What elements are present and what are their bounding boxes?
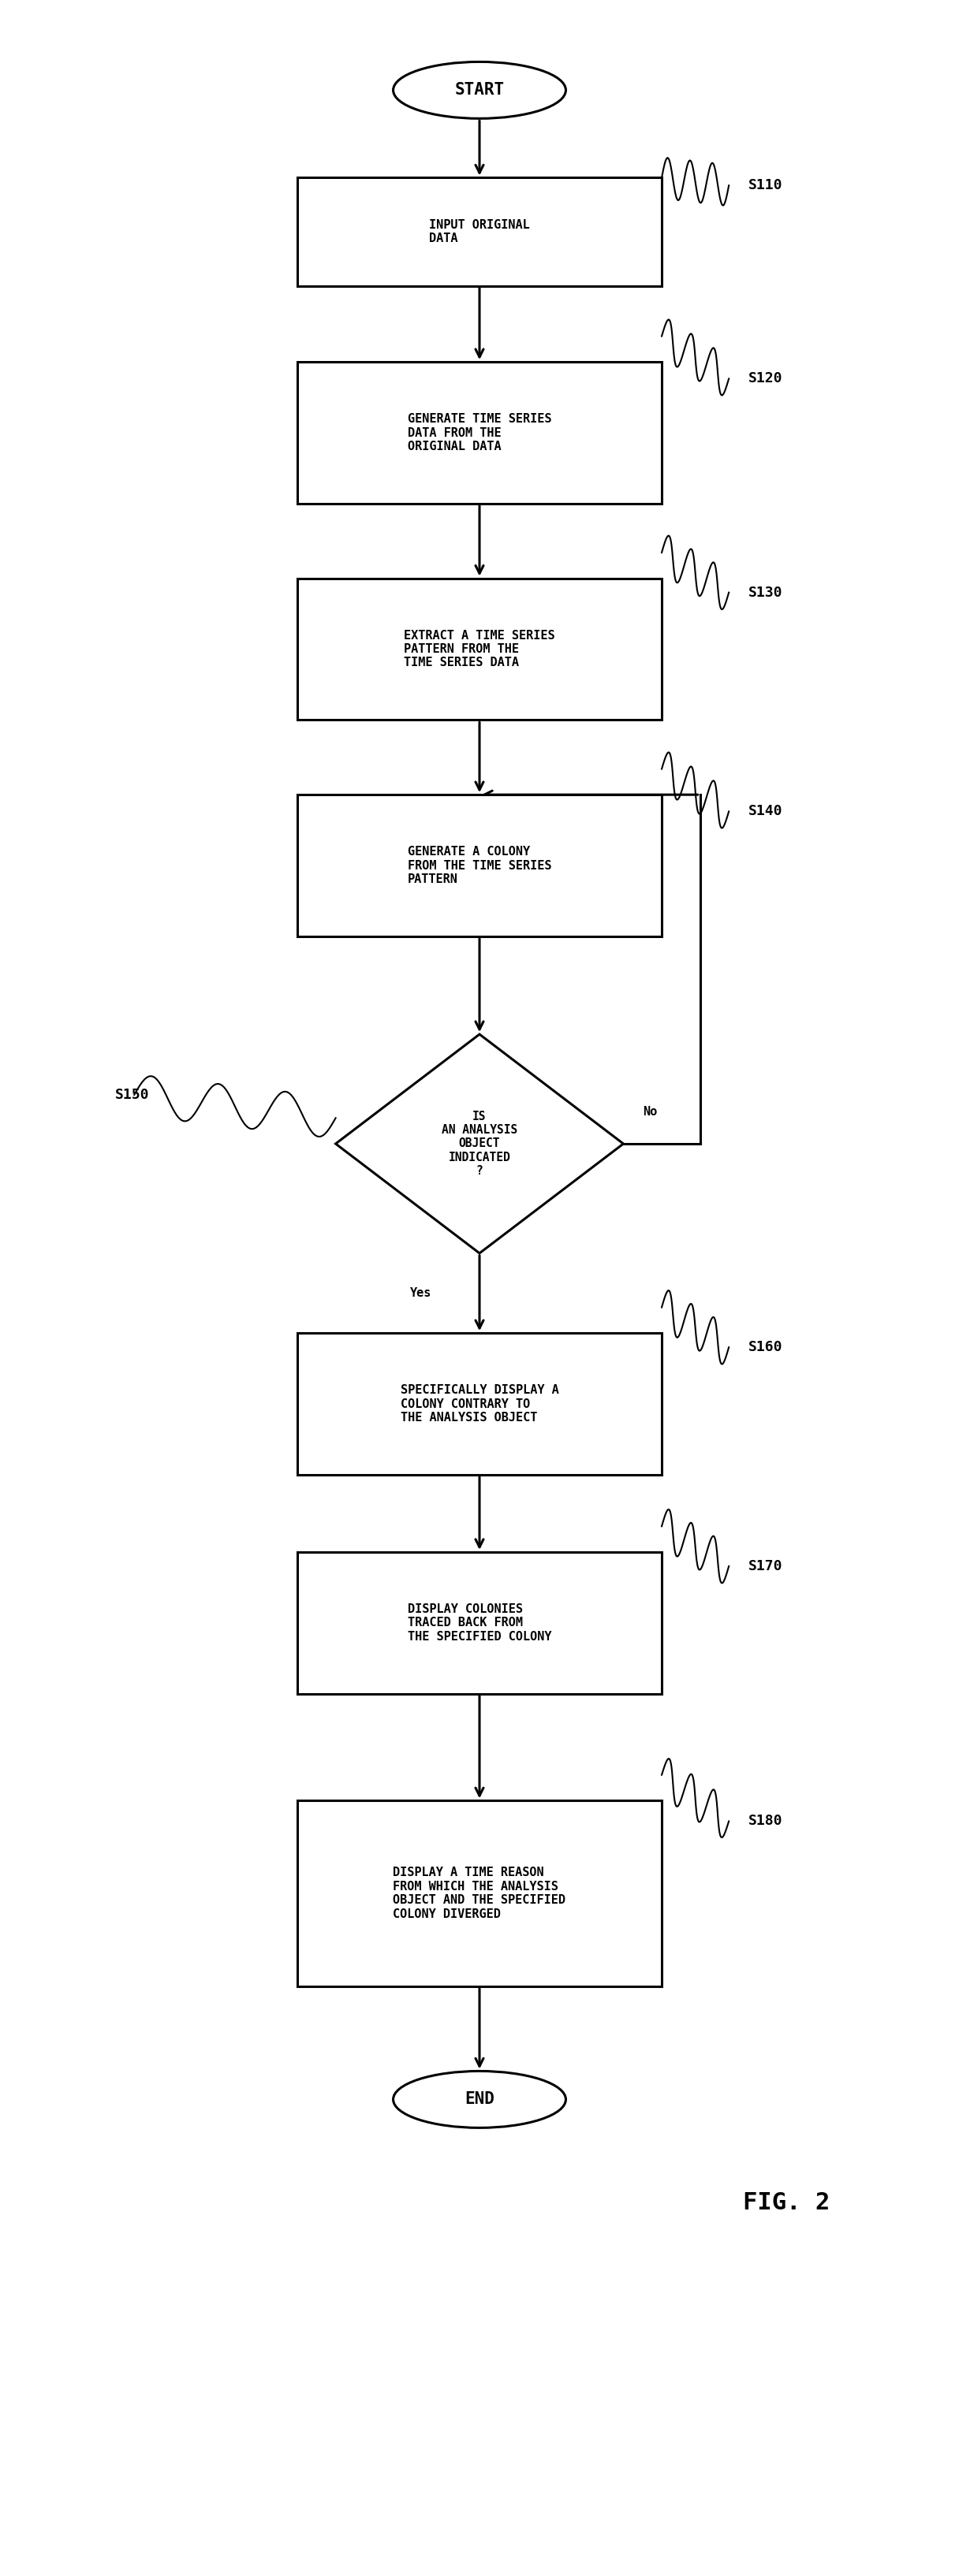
Text: S180: S180 — [748, 1814, 783, 1829]
Ellipse shape — [393, 62, 566, 118]
Text: S160: S160 — [748, 1340, 783, 1355]
Ellipse shape — [393, 2071, 566, 2128]
Polygon shape — [336, 1033, 623, 1255]
FancyBboxPatch shape — [297, 1551, 662, 1695]
Text: IS
AN ANALYSIS
OBJECT
INDICATED
?: IS AN ANALYSIS OBJECT INDICATED ? — [441, 1110, 518, 1177]
Text: START: START — [455, 82, 504, 98]
FancyBboxPatch shape — [297, 793, 662, 935]
Text: GENERATE A COLONY
FROM THE TIME SERIES
PATTERN: GENERATE A COLONY FROM THE TIME SERIES P… — [408, 845, 551, 886]
FancyBboxPatch shape — [297, 178, 662, 286]
FancyBboxPatch shape — [297, 1334, 662, 1473]
Text: SPECIFICALLY DISPLAY A
COLONY CONTRARY TO
THE ANALYSIS OBJECT: SPECIFICALLY DISPLAY A COLONY CONTRARY T… — [400, 1383, 559, 1425]
Text: FIG. 2: FIG. 2 — [743, 2192, 830, 2213]
Text: S170: S170 — [748, 1558, 783, 1574]
FancyBboxPatch shape — [297, 1801, 662, 1986]
Text: S130: S130 — [748, 585, 783, 600]
FancyBboxPatch shape — [297, 580, 662, 721]
Text: DISPLAY A TIME REASON
FROM WHICH THE ANALYSIS
OBJECT AND THE SPECIFIED
COLONY DI: DISPLAY A TIME REASON FROM WHICH THE ANA… — [393, 1868, 566, 1919]
Text: S110: S110 — [748, 178, 783, 193]
Text: EXTRACT A TIME SERIES
PATTERN FROM THE
TIME SERIES DATA: EXTRACT A TIME SERIES PATTERN FROM THE T… — [404, 629, 555, 670]
Text: INPUT ORIGINAL
DATA: INPUT ORIGINAL DATA — [429, 219, 530, 245]
Text: S150: S150 — [115, 1087, 150, 1103]
Text: DISPLAY COLONIES
TRACED BACK FROM
THE SPECIFIED COLONY: DISPLAY COLONIES TRACED BACK FROM THE SP… — [408, 1602, 551, 1643]
Text: END: END — [464, 2092, 495, 2107]
Text: S140: S140 — [748, 804, 783, 819]
Text: No: No — [643, 1105, 657, 1118]
FancyBboxPatch shape — [297, 363, 662, 505]
Text: S120: S120 — [748, 371, 783, 386]
Text: Yes: Yes — [409, 1288, 432, 1298]
Text: GENERATE TIME SERIES
DATA FROM THE
ORIGINAL DATA: GENERATE TIME SERIES DATA FROM THE ORIGI… — [408, 412, 551, 453]
